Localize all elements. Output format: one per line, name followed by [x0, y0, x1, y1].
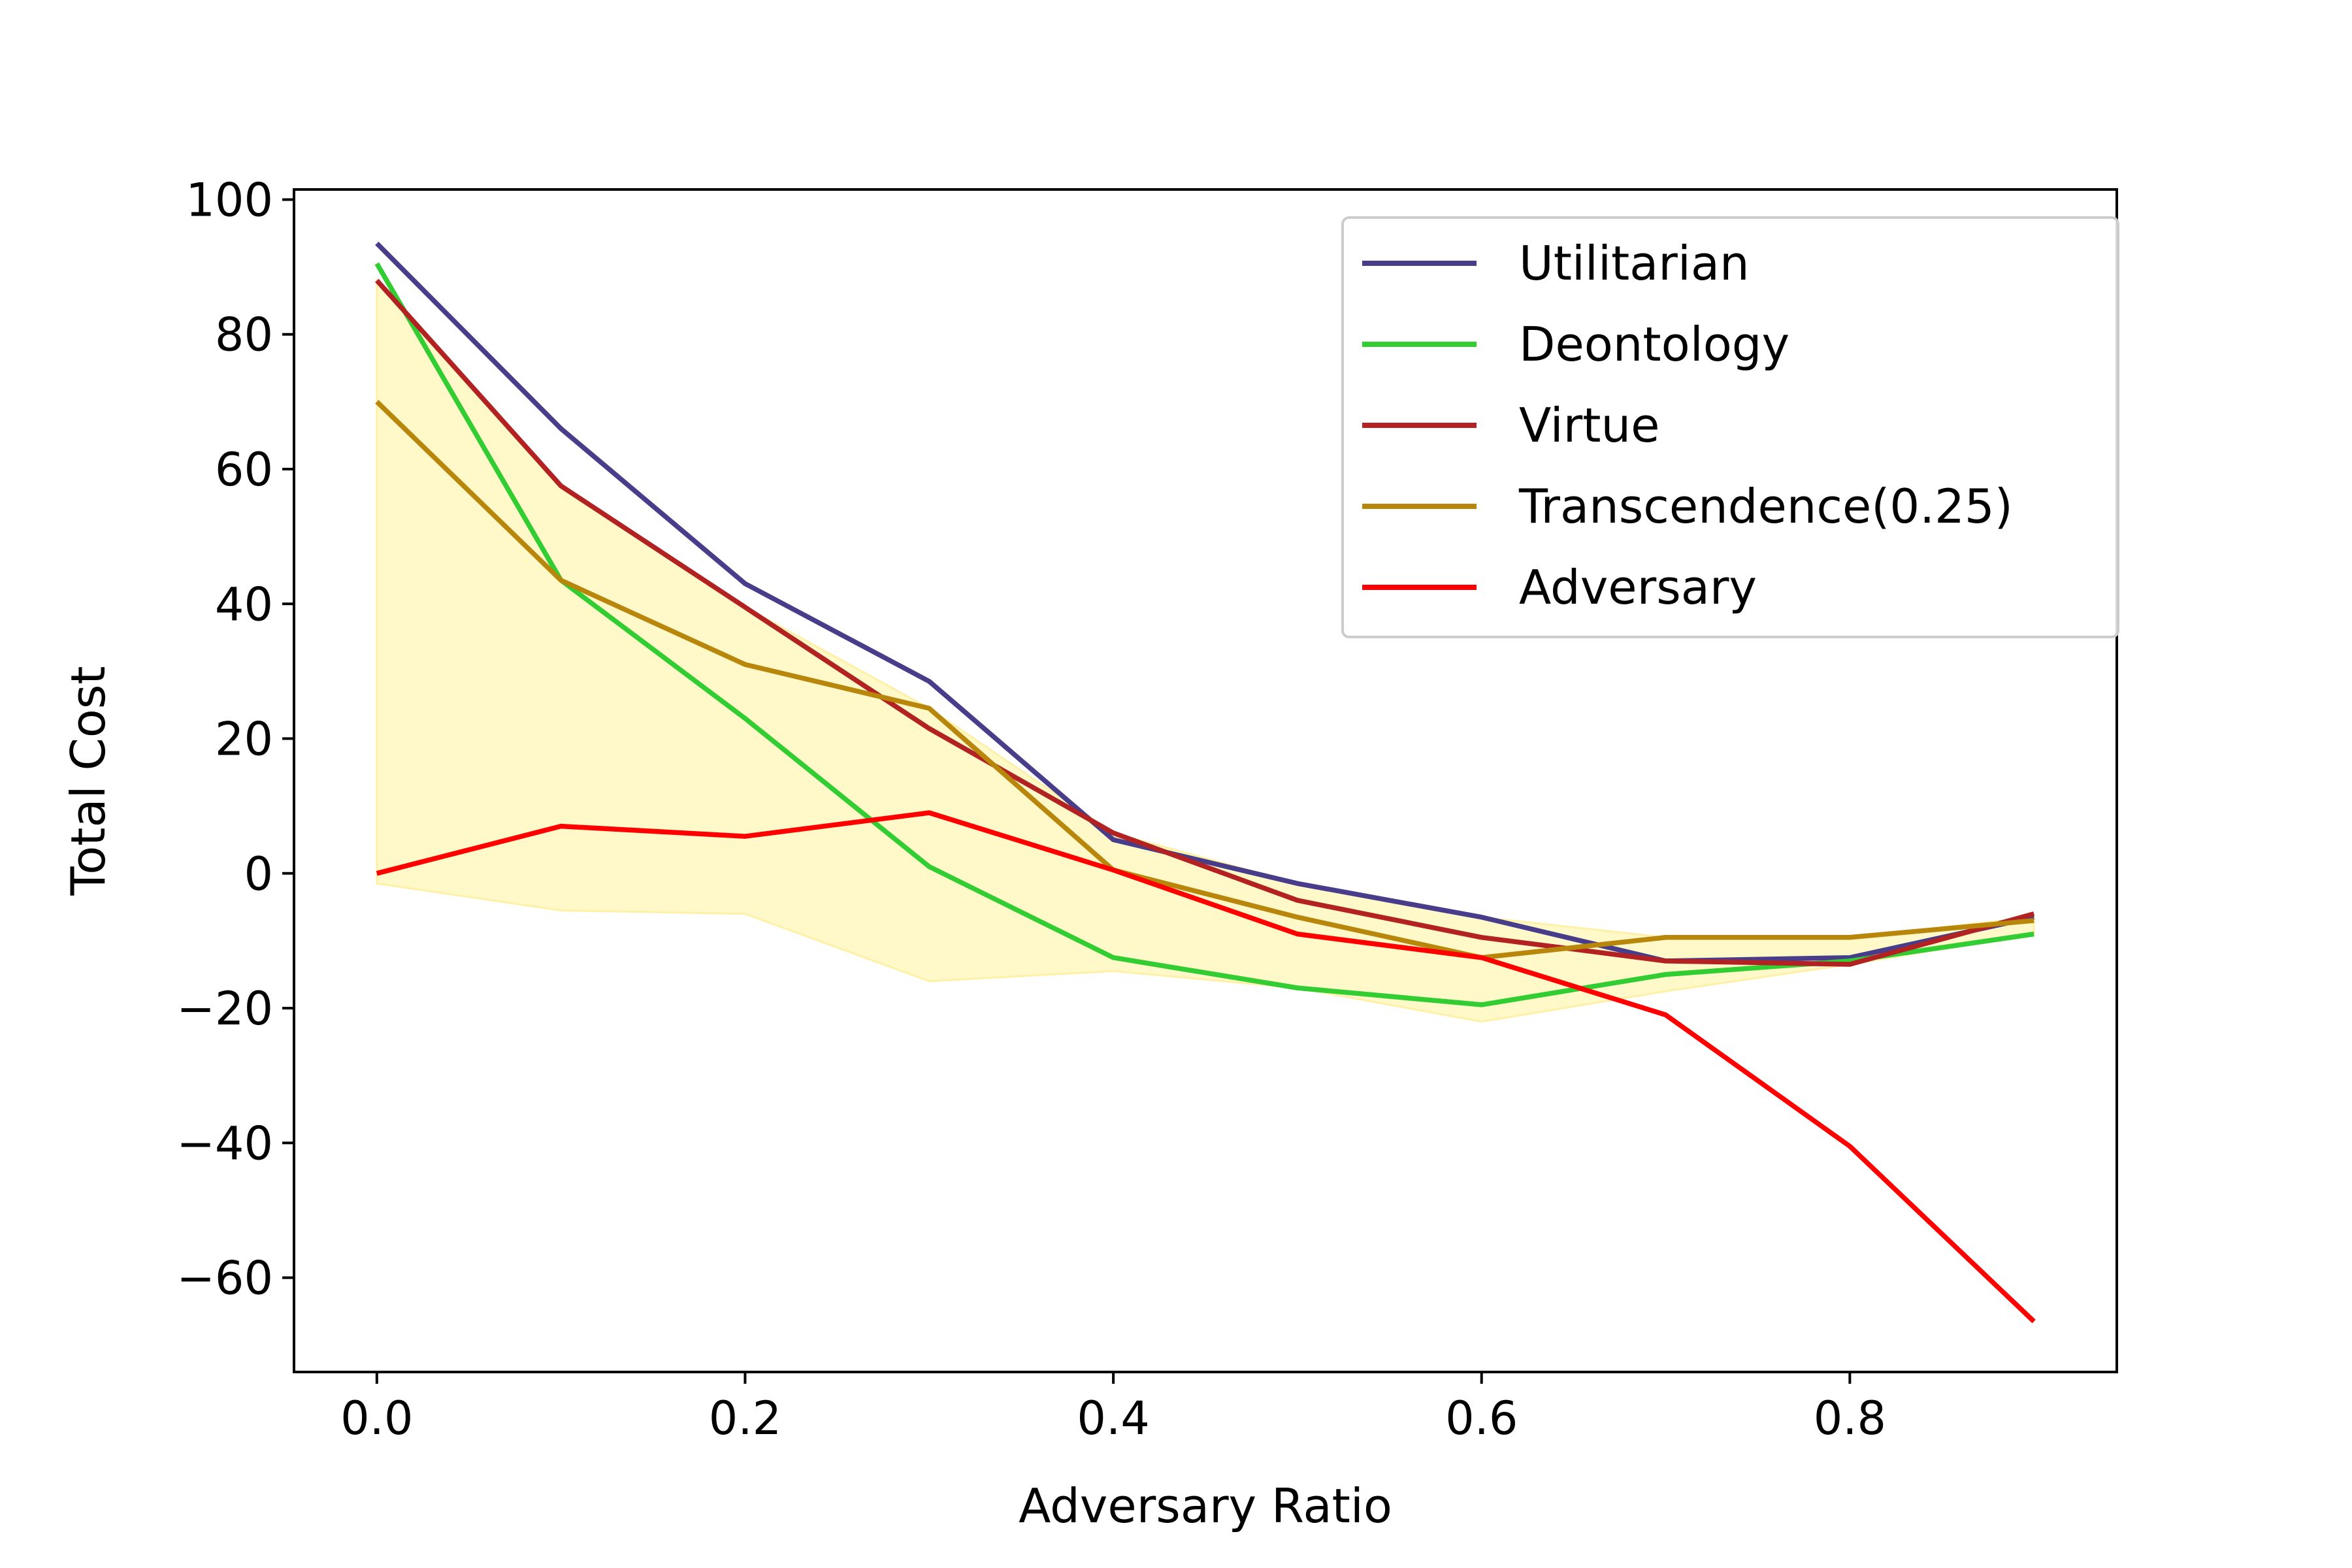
legend-label-utilitarian: Utilitarian	[1519, 236, 1750, 291]
plot-frame	[293, 188, 2118, 1373]
series-lines	[374, 241, 2036, 1324]
y-tick-label: 0	[244, 847, 273, 901]
y-tick-label: 100	[186, 173, 273, 227]
y-tick-label: 20	[215, 713, 273, 766]
x-tick-label: 0.6	[1445, 1392, 1518, 1445]
x-axis-label: Adversary Ratio	[1019, 1478, 1392, 1533]
legend-box	[1341, 216, 2119, 638]
y-tick-label: 60	[215, 443, 273, 497]
y-tick-label: −20	[176, 982, 273, 1036]
series-line-transcendence-0-25	[375, 400, 2034, 960]
x-tick-label: 0.4	[1077, 1392, 1149, 1445]
series-line-adversary	[376, 810, 2036, 1324]
y-tick-label: −40	[176, 1117, 273, 1170]
legend: Utilitarian Deontology Virtue Transcendence…	[1341, 216, 2119, 638]
legend-label-deontology: Deontology	[1519, 317, 1789, 372]
x-tick-label: 0.0	[340, 1392, 413, 1445]
y-tick-label: 80	[215, 308, 273, 362]
y-tick-label: 40	[215, 578, 273, 631]
legend-label-virtue: Virtue	[1519, 398, 1659, 453]
legend-label-transcendence-0-25: Transcendence(0.25)	[1518, 479, 2013, 534]
series-line-utilitarian	[375, 241, 2034, 964]
x-tick-label: 0.2	[709, 1392, 781, 1445]
x-tick-label: 0.8	[1814, 1392, 1886, 1445]
y-axis-ticks: 100 80 60 40 20 0 −20 −40 −60	[176, 173, 294, 1305]
x-axis-ticks: 0.0 0.2 0.4 0.6 0.8	[340, 1372, 1886, 1445]
series-line-deontology	[374, 262, 2034, 1007]
y-axis-label: Total Cost	[61, 666, 116, 896]
series-line-virtue	[375, 278, 2035, 967]
y-tick-label: −60	[176, 1252, 273, 1305]
legend-label-adversary: Adversary	[1519, 560, 1757, 615]
